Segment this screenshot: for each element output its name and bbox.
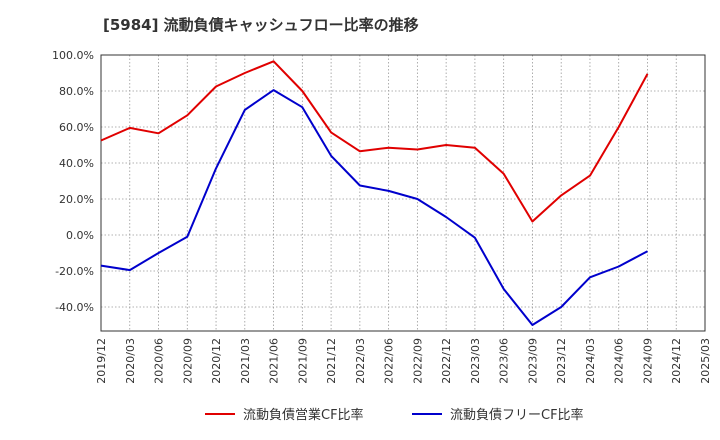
y-tick-label: 80.0% xyxy=(59,85,94,98)
y-tick-label: 60.0% xyxy=(59,121,94,134)
x-tick-label: 2024/06 xyxy=(613,338,626,384)
x-tick-label: 2020/09 xyxy=(181,338,194,384)
grid-lines xyxy=(100,54,706,331)
x-tick-label: 2022/03 xyxy=(354,338,367,384)
x-tick-label: 2020/06 xyxy=(153,338,166,384)
x-tick-label: 2021/03 xyxy=(239,338,252,384)
x-tick-label: 2021/12 xyxy=(325,338,338,384)
x-tick-label: 2024/03 xyxy=(584,338,597,384)
x-axis-ticks: 2019/12 2020/03 2020/06 2020/09 2020/12 2021/… xyxy=(95,338,712,384)
y-tick-label: 0.0% xyxy=(66,229,94,242)
y-tick-label: -40.0% xyxy=(55,301,94,314)
y-tick-label: 40.0% xyxy=(59,157,94,170)
x-tick-label: 2022/09 xyxy=(411,338,424,384)
x-tick-label: 2024/12 xyxy=(670,338,683,384)
x-tick-label: 2023/06 xyxy=(498,338,511,384)
x-tick-label: 2022/12 xyxy=(440,338,453,384)
legend-label-2: 流動負債フリーCF比率 xyxy=(450,407,584,423)
series-line-1 xyxy=(100,60,649,223)
legend-label-1: 流動負債営業CF比率 xyxy=(243,407,364,423)
x-tick-label: 2025/03 xyxy=(699,338,712,384)
x-tick-label: 2022/06 xyxy=(383,338,396,384)
x-tick-label: 2024/09 xyxy=(641,338,654,384)
series-lines xyxy=(100,60,649,326)
legend: 流動負債営業CF比率 流動負債フリーCF比率 xyxy=(205,407,584,423)
chart-title: [5984] 流動負債キャッシュフロー比率の推移 xyxy=(103,16,419,34)
x-tick-label: 2021/06 xyxy=(268,338,281,384)
plot-border xyxy=(100,54,706,332)
x-tick-label: 2019/12 xyxy=(95,338,108,384)
plot-frame xyxy=(100,54,706,332)
x-tick-label: 2020/12 xyxy=(210,338,223,384)
x-tick-label: 2023/03 xyxy=(469,338,482,384)
y-tick-label: 100.0% xyxy=(52,49,94,62)
series-line-2 xyxy=(100,89,648,326)
x-tick-label: 2023/12 xyxy=(555,338,568,384)
x-tick-label: 2020/03 xyxy=(124,338,137,384)
y-axis-ticks: 100.0% 80.0% 60.0% 40.0% 20.0% 0.0% -20.0% -40.… xyxy=(52,49,94,314)
x-tick-label: 2021/09 xyxy=(296,338,309,384)
x-tick-label: 2023/09 xyxy=(526,338,539,384)
y-tick-label: 20.0% xyxy=(59,193,94,206)
y-tick-label: -20.0% xyxy=(55,265,94,278)
